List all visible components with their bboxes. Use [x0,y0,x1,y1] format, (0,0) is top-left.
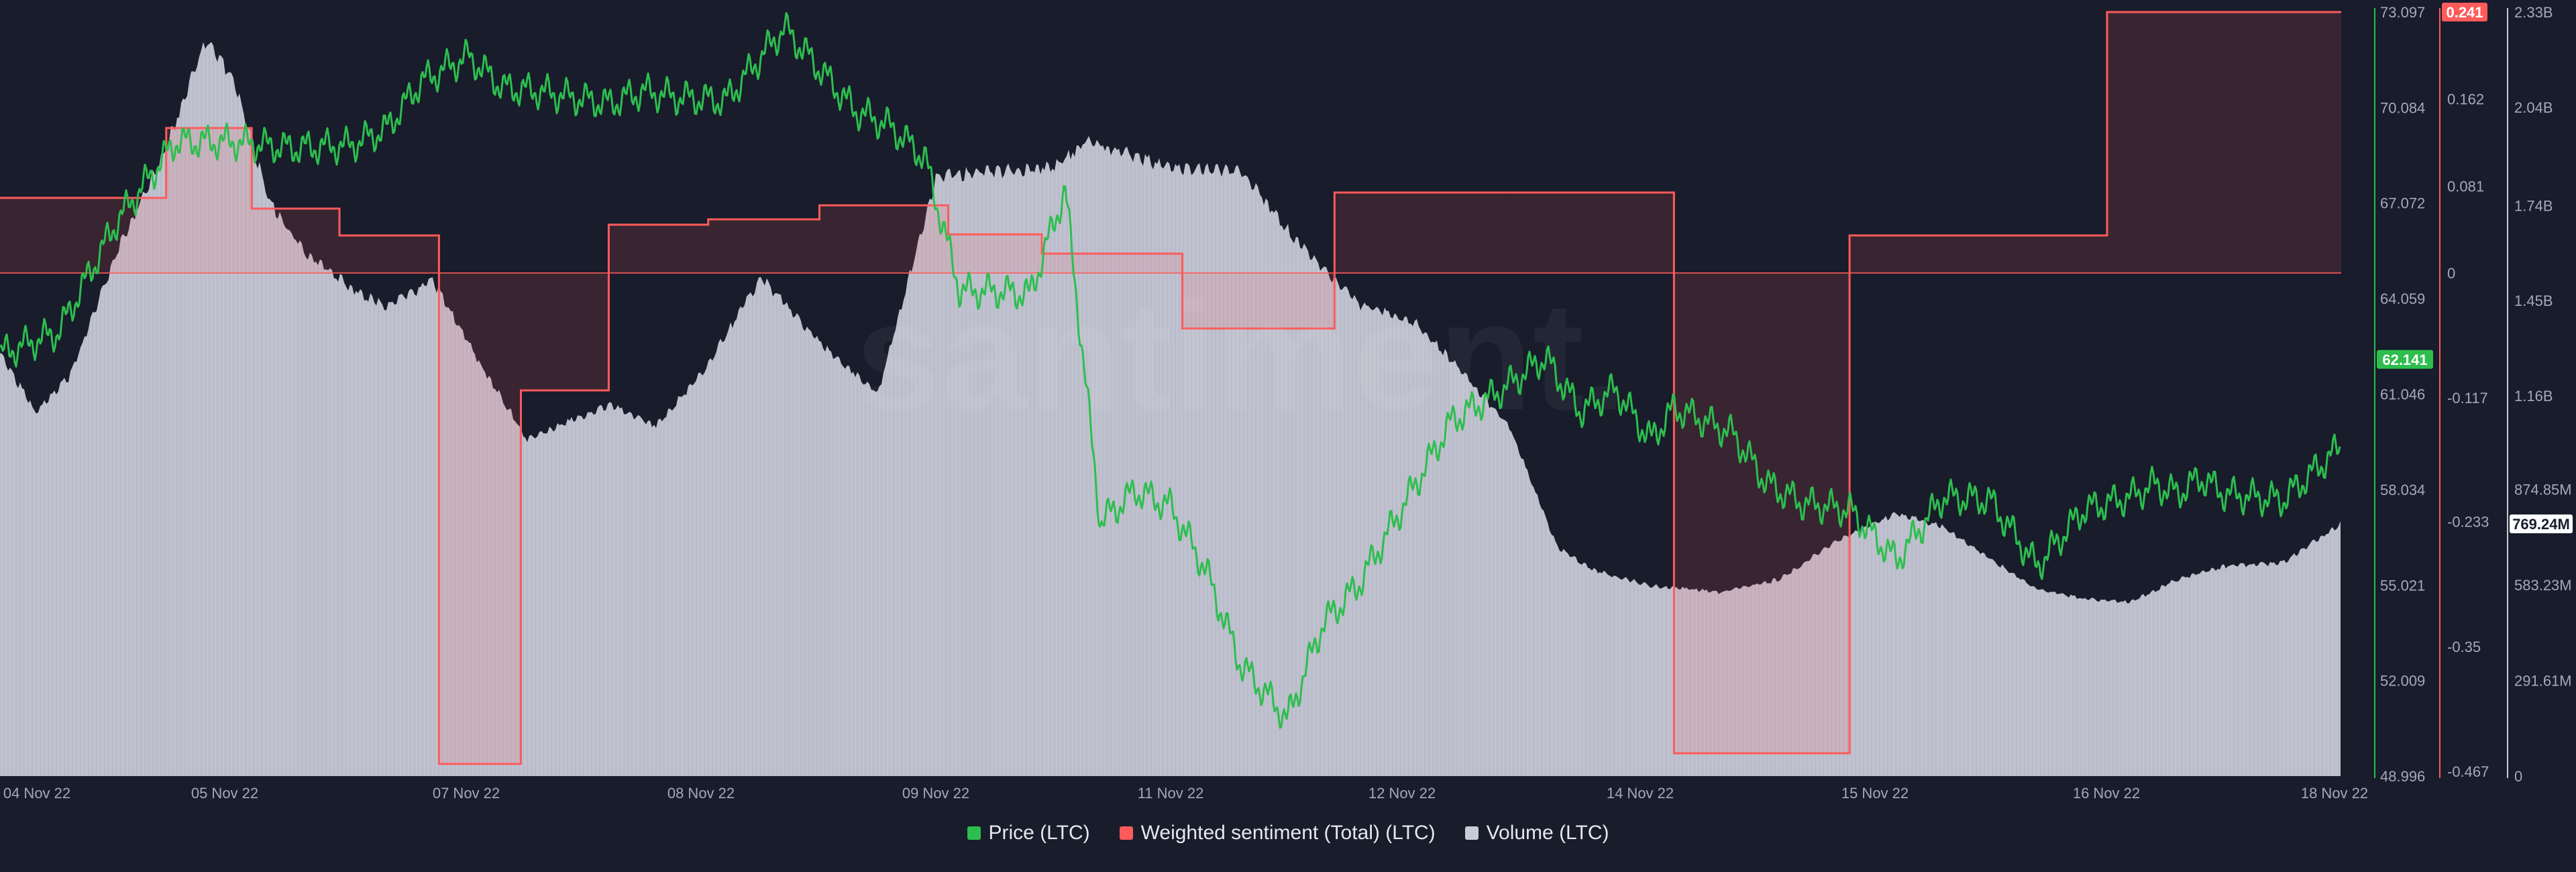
x-tick-label: 04 Nov 22 [3,785,70,802]
sentiment-fill [521,273,609,391]
sentiment-tick-label: -0.35 [2447,639,2481,655]
sentiment-fill [252,208,340,273]
volume-bars [0,44,2339,776]
price-tick-label: 55.021 [2380,577,2425,594]
price-tick-label: 58.034 [2380,482,2425,498]
sentiment-fill [0,197,117,273]
x-tick-label: 14 Nov 22 [1607,785,1674,802]
legend-label: Volume (LTC) [1486,822,1609,844]
legend-item-sentiment[interactable]: Weighted sentiment (Total) (LTC) [1119,822,1436,844]
price-tick-label: 67.072 [2380,195,2425,212]
volume-tick-label: 583.23M [2514,577,2572,594]
sentiment-tick-label: 0.081 [2447,178,2484,195]
volume-tick-label: 2.33B [2514,4,2553,21]
sentiment-step-line [0,11,2341,765]
sentiment-swatch-icon [1119,826,1133,840]
price-tick-label: 52.009 [2380,673,2425,690]
sentiment-tick-label: 0.162 [2447,91,2484,108]
sentiment-fill [1182,273,1335,329]
x-tick-label: 05 Nov 22 [191,785,258,802]
x-tick-label: 09 Nov 22 [902,785,969,802]
price-line [0,12,2341,729]
sentiment-current-badge [2442,3,2487,21]
sentiment-fill [1334,192,1511,273]
sentiment-fill [1042,254,1183,273]
price-sentiment-volume-chart: santiment. 73.097 70.084 67.072 64.059 61.04… [0,3,2573,802]
sentiment-fill [117,197,166,273]
price-tick-label: 48.996 [2380,768,2425,785]
price-current-badge [2377,349,2433,369]
volume-tick-label: 874.85M [2514,481,2572,498]
price-tick-label: 73.097 [2380,4,2425,21]
volume-tick-label: 0 [2514,768,2522,785]
price-current-label: 62.141 [2382,351,2427,368]
x-tick-label: 07 Nov 22 [433,785,500,802]
watermark: santiment. [855,270,1627,442]
sentiment-fill [339,235,439,273]
volume-tick-label: 1.45B [2514,292,2553,309]
volume-tick-label: 1.74B [2514,197,2553,214]
sentiment-fill [608,224,708,273]
x-tick-label: 15 Nov 22 [1841,785,1909,802]
sentiment-fill [708,219,820,273]
sentiment-fill [439,273,521,764]
volume-area [0,42,2341,776]
axes-layer: 73.097 70.084 67.072 64.059 61.046 58.034 55.0… [3,3,2573,802]
price-layer [0,12,2341,729]
volume-current-label: 769.24M [2512,516,2570,533]
sentiment-fill [1510,192,1674,273]
volume-layer [0,42,2341,776]
sentiment-fill [948,234,1042,273]
x-tick-label: 12 Nov 22 [1368,785,1436,802]
sentiment-tick-label: -0.467 [2447,763,2489,780]
sentiment-fill [1849,235,1967,273]
legend-item-volume[interactable]: Volume (LTC) [1464,822,1609,844]
volume-tick-label: 1.16B [2514,388,2553,404]
price-tick-label: 70.084 [2380,99,2425,116]
sentiment-fill [819,205,949,273]
price-swatch-icon [967,826,981,840]
x-tick-label: 11 Nov 22 [1138,785,1204,802]
sentiment-tick-label: 0 [2447,265,2455,282]
volume-tick-label: 291.61M [2514,672,2572,689]
volume-current-badge [2510,514,2573,533]
sentiment-tick-label: -0.117 [2447,390,2488,406]
x-tick-label: 18 Nov 22 [2301,785,2368,802]
legend-label: Price (LTC) [988,822,1090,844]
legend-label: Weighted sentiment (Total) (LTC) [1140,822,1436,844]
volume-swatch-icon [1464,826,1479,840]
price-tick-label: 64.059 [2380,290,2425,307]
sentiment-fill [1966,235,2107,273]
volume-tick-label: 2.04B [2514,99,2553,116]
legend-item-price[interactable]: Price (LTC) [967,822,1090,844]
sentiment-tick-label: -0.233 [2447,514,2489,531]
legend: Price (LTC) Weighted sentiment (Total) (… [0,822,2576,844]
sentiment-fill [2107,12,2341,273]
x-tick-label: 16 Nov 22 [2073,785,2140,802]
x-tick-label: 08 Nov 22 [667,785,735,802]
price-tick-label: 61.046 [2380,386,2425,403]
sentiment-current-label: 0.241 [2446,4,2483,21]
